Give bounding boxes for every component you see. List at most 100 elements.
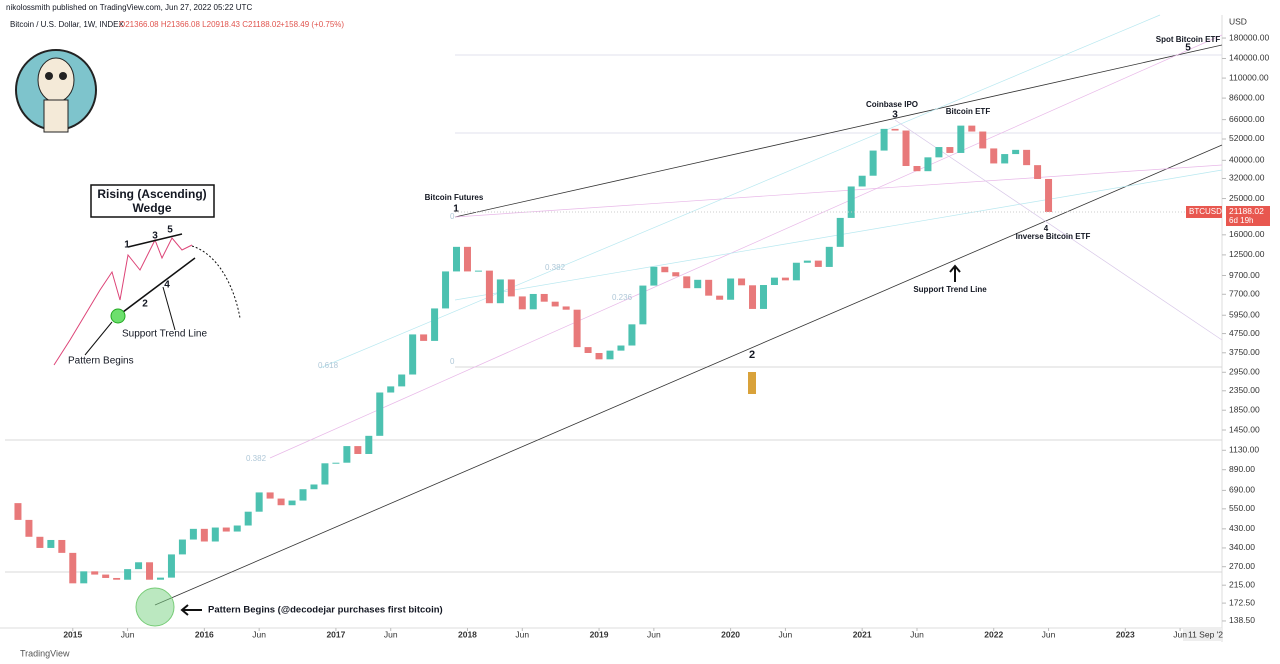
candle-body <box>628 324 636 346</box>
annotation: Rising (Ascending) <box>97 187 206 201</box>
annotation: Support Trend Line <box>913 285 987 294</box>
x-tick-label: Jun <box>779 629 793 639</box>
candle-body <box>277 498 285 506</box>
x-tick-label: Jun <box>121 629 135 639</box>
last-price-symbol: BTCUSD <box>1189 207 1222 216</box>
candle-body <box>266 492 274 499</box>
y-tick-label: 138.50 <box>1229 615 1255 625</box>
symbol-line: Bitcoin / U.S. Dollar, 1W, INDEX <box>10 20 124 29</box>
candle-body <box>453 246 461 272</box>
candle-body <box>803 260 811 263</box>
candle-body <box>562 306 570 310</box>
candle-body <box>80 571 88 584</box>
candle-body <box>781 277 789 281</box>
candle-body <box>606 350 614 360</box>
annotation: Pattern Begins <box>68 356 134 367</box>
annotation: 2 <box>749 349 755 361</box>
x-tick-label: Jun <box>1042 629 1056 639</box>
x-tick-label: 2017 <box>326 629 345 639</box>
candle-body <box>847 186 855 218</box>
y-tick-label: 172.50 <box>1229 597 1255 607</box>
candle-body <box>178 539 186 555</box>
inset-arrow <box>162 286 176 331</box>
y-tick-label: 2950.00 <box>1229 367 1260 377</box>
annotation: 5 <box>167 225 173 236</box>
candle-body <box>409 334 417 375</box>
candle-body <box>1012 149 1020 155</box>
candle-body <box>759 285 767 309</box>
annotation: Inverse Bitcoin ETF <box>1016 232 1091 241</box>
candle-body <box>496 279 504 304</box>
candle-body <box>749 285 757 309</box>
candle-body <box>14 503 22 520</box>
crosshair-date: 11 Sep '2 <box>1188 629 1223 639</box>
fib-label: 0.618 <box>318 361 339 370</box>
candle-body <box>825 246 833 267</box>
y-tick-label: 5950.00 <box>1229 309 1260 319</box>
y-tick-label: 140000.00 <box>1229 53 1269 63</box>
x-tick-label: 2019 <box>590 629 609 639</box>
candle-body <box>299 489 307 501</box>
annotation: Coinbase IPO <box>866 100 918 109</box>
x-tick-label: 2021 <box>853 629 872 639</box>
y-tick-label: 40000.00 <box>1229 155 1265 165</box>
candle-body <box>91 571 99 575</box>
y-tick-label: 340.00 <box>1229 542 1255 552</box>
candle-body <box>891 128 899 131</box>
candle-body <box>135 562 143 570</box>
candle-body <box>200 528 208 542</box>
annotation: 3 <box>152 231 158 242</box>
y-tick-label: 3750.00 <box>1229 347 1260 357</box>
annotation: Bitcoin Futures <box>425 193 484 202</box>
candle-body <box>387 386 395 393</box>
last-price-box <box>1226 205 1270 226</box>
candle-body <box>485 270 493 304</box>
avatar <box>15 49 97 133</box>
candle-body <box>617 345 625 351</box>
candle-body <box>573 309 581 348</box>
bottle-icon <box>748 372 756 394</box>
candle-body <box>36 536 44 548</box>
y-tick-label: 7700.00 <box>1229 289 1260 299</box>
fib-label: 0.236 <box>612 293 633 302</box>
candle-body <box>222 527 230 532</box>
candle-body <box>431 308 439 341</box>
y-tick-label: 180000.00 <box>1229 32 1269 42</box>
candle-body <box>913 166 921 172</box>
candle-body <box>69 552 77 584</box>
candle-body <box>518 296 526 310</box>
annotation: 1 <box>453 204 459 215</box>
y-tick-label: 1450.00 <box>1229 424 1260 434</box>
candle-body <box>869 150 877 176</box>
candle-body <box>650 266 658 286</box>
y-tick-label: 270.00 <box>1229 561 1255 571</box>
arrow <box>180 604 202 616</box>
y-tick-label: 215.00 <box>1229 579 1255 589</box>
annotation: 2 <box>142 299 148 310</box>
candle-body <box>113 577 121 580</box>
candle-body <box>979 131 987 149</box>
inset-upper-line <box>127 233 183 248</box>
candle-body <box>255 492 263 512</box>
annotation: Support Trend Line <box>122 329 207 340</box>
x-tick-label: Jun <box>384 629 398 639</box>
candle-body <box>1034 165 1042 179</box>
candle-body <box>310 484 318 490</box>
candle-body <box>156 577 164 580</box>
x-tick-label: 2020 <box>721 629 740 639</box>
candle-body <box>58 539 66 553</box>
candle-body <box>902 130 910 167</box>
candle-body <box>540 293 548 302</box>
candle-body <box>332 462 340 464</box>
fan-line <box>269 34 1223 459</box>
annotation: 1 <box>124 240 130 251</box>
annotation: Wedge <box>132 201 171 215</box>
inset-forecast <box>191 245 241 319</box>
y-tick-label: 86000.00 <box>1229 92 1265 102</box>
candle-body <box>420 334 428 341</box>
candle-body <box>321 463 329 485</box>
start-circle <box>135 587 175 627</box>
candle-body <box>124 569 132 580</box>
annotation: Bitcoin ETF <box>946 107 991 116</box>
candle-body <box>924 157 932 172</box>
